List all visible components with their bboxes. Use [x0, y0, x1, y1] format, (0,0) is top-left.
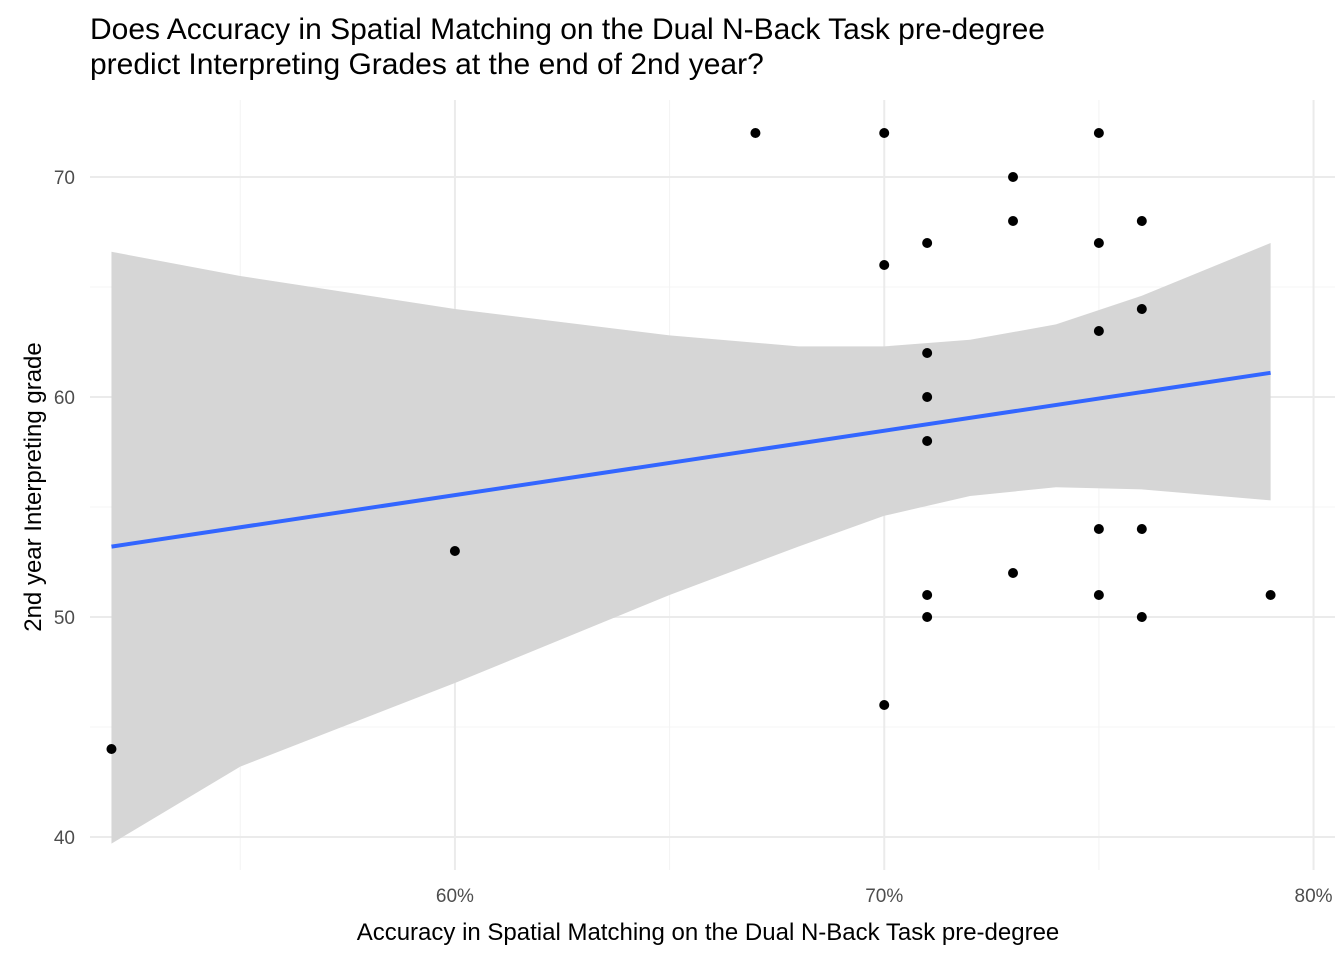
- x-tick-label: 60%: [436, 886, 474, 907]
- data-point: [750, 128, 761, 138]
- regression-line-layer: [111, 370, 1271, 549]
- data-point: [1136, 524, 1147, 534]
- data-point: [1093, 524, 1104, 534]
- confidence-band-layer: [111, 243, 1271, 844]
- data-points: [106, 128, 1276, 754]
- y-tick-label: 60: [54, 388, 75, 409]
- data-point: [922, 590, 933, 600]
- data-point: [106, 744, 117, 754]
- data-point: [1008, 568, 1019, 578]
- y-tick-label: 40: [54, 828, 75, 849]
- data-point: [922, 612, 933, 622]
- x-axis-title: Accuracy in Spatial Matching on the Dual…: [357, 919, 1060, 946]
- data-point: [922, 238, 933, 248]
- data-point: [1136, 304, 1147, 314]
- data-point: [879, 260, 890, 270]
- data-point: [879, 700, 890, 710]
- y-tick-label: 70: [54, 168, 75, 189]
- data-point: [1008, 216, 1019, 226]
- data-point: [1136, 612, 1147, 622]
- data-point: [1136, 216, 1147, 226]
- data-point: [1265, 590, 1276, 600]
- data-point: [1093, 128, 1104, 138]
- data-point: [879, 128, 890, 138]
- x-axis-tick-labels: 60% 70% 80%: [436, 886, 1333, 907]
- data-point: [922, 392, 933, 402]
- data-point: [449, 546, 460, 556]
- x-tick-label: 80%: [1295, 886, 1333, 907]
- data-point: [1008, 172, 1019, 182]
- data-point: [922, 436, 933, 446]
- y-tick-label: 50: [54, 608, 75, 629]
- chart-title: Does Accuracy in Spatial Matching on the…: [90, 12, 1310, 82]
- data-point: [1093, 238, 1104, 248]
- chart-title-line-2: predict Interpreting Grades at the end o…: [90, 48, 764, 81]
- regression-line: [111, 370, 1271, 549]
- chart-title-line-1: Does Accuracy in Spatial Matching on the…: [90, 13, 1045, 46]
- confidence-band: [111, 243, 1271, 844]
- data-point: [1093, 326, 1104, 336]
- y-axis-tick-labels: 40 50 60 70: [54, 168, 75, 849]
- data-point: [922, 348, 933, 358]
- data-point: [1093, 590, 1104, 600]
- y-axis-title: 2nd year Interpreting grade: [20, 342, 47, 632]
- x-tick-label: 70%: [865, 886, 903, 907]
